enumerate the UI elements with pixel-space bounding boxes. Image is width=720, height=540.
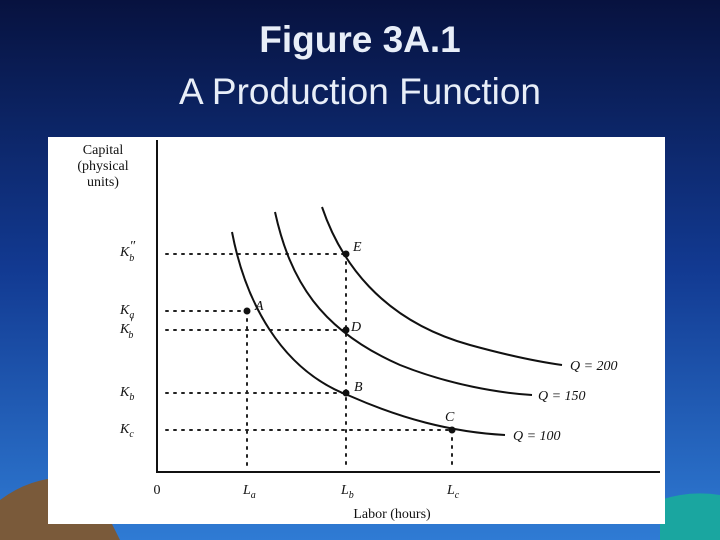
isoquant <box>321 206 563 366</box>
x-tick-label: Lb <box>340 483 354 501</box>
label-part: b <box>349 490 354 501</box>
label-part: K <box>119 385 130 400</box>
y-axis-label: (physical <box>77 159 128 174</box>
point-label: E <box>352 240 362 255</box>
y-tick-label: Ka <box>119 303 134 321</box>
label-part: ″ <box>129 239 135 254</box>
label-part: L <box>446 483 455 498</box>
x-tick-label: Lc <box>446 483 460 501</box>
point-label: A <box>254 299 264 314</box>
y-tick-label: K′ b <box>119 316 133 341</box>
guides <box>165 253 453 471</box>
isoquant <box>274 211 533 396</box>
points <box>243 250 456 434</box>
figure-panel <box>48 137 665 524</box>
x-tick-label: La <box>242 483 256 501</box>
landscape <box>660 493 720 540</box>
label-part: b <box>128 330 133 341</box>
curve-label: Q = 100 <box>513 429 561 444</box>
label-part: K <box>119 303 130 318</box>
label-part: K <box>119 245 130 260</box>
point-label: B <box>354 380 363 395</box>
label-part: ′ <box>129 316 133 331</box>
y-tick-label: Kc <box>119 422 134 440</box>
title: Figure 3A.1 <box>259 19 461 60</box>
x-axis-label: Labor (hours) <box>353 507 431 522</box>
origin-label: 0 <box>154 483 161 498</box>
label-part: K <box>119 422 130 437</box>
y-tick-label: K″ b <box>119 239 135 264</box>
label-part: L <box>340 483 349 498</box>
curve-label: Q = 150 <box>538 389 586 404</box>
label-part: c <box>129 429 134 440</box>
label-part: a <box>251 490 256 501</box>
label-part: b <box>129 253 134 264</box>
subtitle: A Production Function <box>179 71 541 112</box>
label-part: c <box>455 490 460 501</box>
point-label: C <box>445 410 455 425</box>
y-axis-label: units) <box>87 175 119 190</box>
curve-label: Q = 200 <box>570 359 618 374</box>
label-part: L <box>242 483 251 498</box>
label-part: a <box>129 310 134 321</box>
label-part: b <box>129 392 134 403</box>
point-label: D <box>350 320 361 335</box>
label-part: K <box>119 322 130 337</box>
y-axis-label: Capital <box>83 143 124 158</box>
y-tick-label: Kb <box>119 385 134 403</box>
